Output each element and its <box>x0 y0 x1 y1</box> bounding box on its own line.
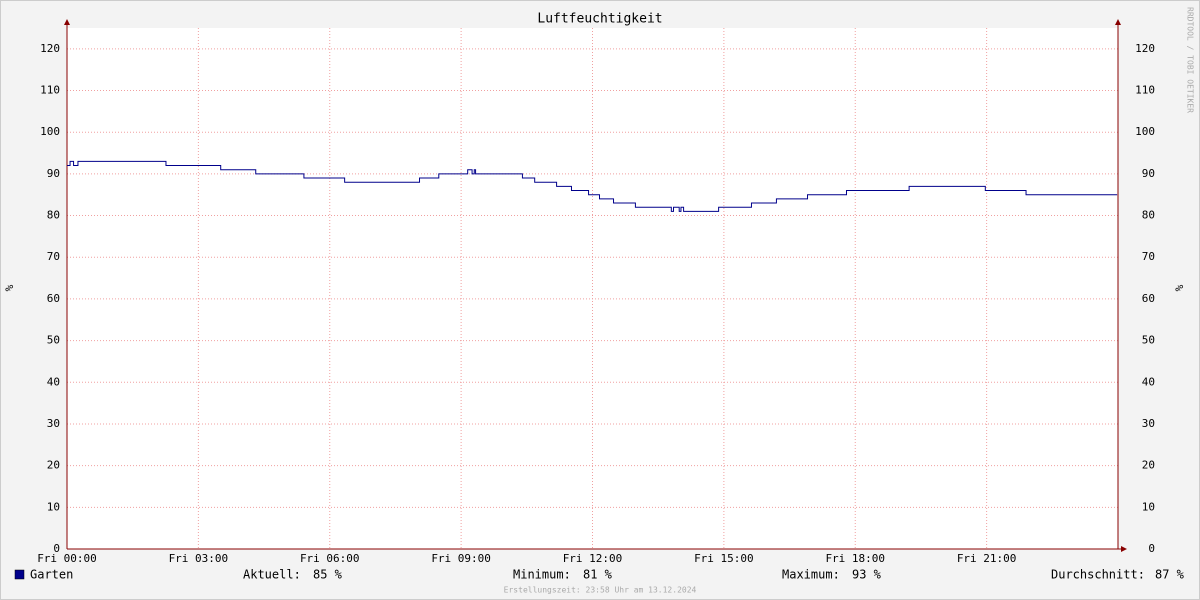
x-tick-label: Fri 03:00 <box>169 552 229 565</box>
y2-axis-label: % <box>1173 284 1186 291</box>
axis-arrow <box>1115 19 1121 25</box>
stat-value: 85 % <box>313 568 343 582</box>
y-tick-label: 110 <box>40 84 60 97</box>
stat-label: Minimum: <box>513 568 571 582</box>
legend-label: Garten <box>30 568 73 582</box>
y-tick-label: 90 <box>47 167 60 180</box>
x-tick-label: Fri 18:00 <box>825 552 885 565</box>
y2-tick-label: 70 <box>1142 250 1155 263</box>
y-tick-label: 100 <box>40 125 60 138</box>
x-tick-label: Fri 15:00 <box>694 552 754 565</box>
x-tick-label: Fri 06:00 <box>300 552 360 565</box>
y2-tick-label: 80 <box>1142 209 1155 222</box>
y-tick-label: 50 <box>47 334 60 347</box>
y2-tick-label: 90 <box>1142 167 1155 180</box>
stat-label: Durchschnitt: <box>1051 568 1145 582</box>
stat-label: Aktuell: <box>243 568 301 582</box>
y-tick-label: 10 <box>47 500 60 513</box>
y2-tick-label: 30 <box>1142 417 1155 430</box>
y2-tick-label: 110 <box>1135 84 1155 97</box>
y-tick-label: 120 <box>40 42 60 55</box>
y2-tick-label: 40 <box>1142 375 1155 388</box>
y-tick-label: 40 <box>47 375 60 388</box>
y-tick-label: 30 <box>47 417 60 430</box>
y2-tick-label: 60 <box>1142 292 1155 305</box>
y-tick-label: 70 <box>47 250 60 263</box>
x-tick-label: Fri 21:00 <box>957 552 1017 565</box>
y2-tick-label: 20 <box>1142 459 1155 472</box>
footer: Erstellungszeit: 23:58 Uhr am 13.12.2024 <box>504 586 697 595</box>
stat-label: Maximum: <box>782 568 840 582</box>
x-tick-label: Fri 12:00 <box>563 552 623 565</box>
stat-value: 87 % <box>1155 568 1185 582</box>
y-tick-label: 0 <box>53 542 60 555</box>
stat-value: 81 % <box>583 568 613 582</box>
legend-swatch <box>14 569 25 580</box>
y2-tick-label: 0 <box>1148 542 1155 555</box>
stat-value: 93 % <box>852 568 882 582</box>
y-tick-label: 20 <box>47 459 60 472</box>
chart-title: Luftfeuchtigkeit <box>537 12 662 27</box>
y2-tick-label: 10 <box>1142 500 1155 513</box>
y-tick-label: 60 <box>47 292 60 305</box>
y-axis-label: % <box>3 284 16 291</box>
axis-arrow <box>64 19 70 25</box>
data-line <box>67 160 1118 212</box>
y2-tick-label: 50 <box>1142 334 1155 347</box>
watermark: RRDTOOL / TOBI OETIKER <box>1186 7 1195 113</box>
x-tick-label: Fri 00:00 <box>37 552 97 565</box>
axis-arrow <box>1121 546 1127 552</box>
x-tick-label: Fri 09:00 <box>431 552 491 565</box>
y2-tick-label: 100 <box>1135 125 1155 138</box>
plot-area <box>67 28 1118 549</box>
y-tick-label: 80 <box>47 209 60 222</box>
y2-tick-label: 120 <box>1135 42 1155 55</box>
